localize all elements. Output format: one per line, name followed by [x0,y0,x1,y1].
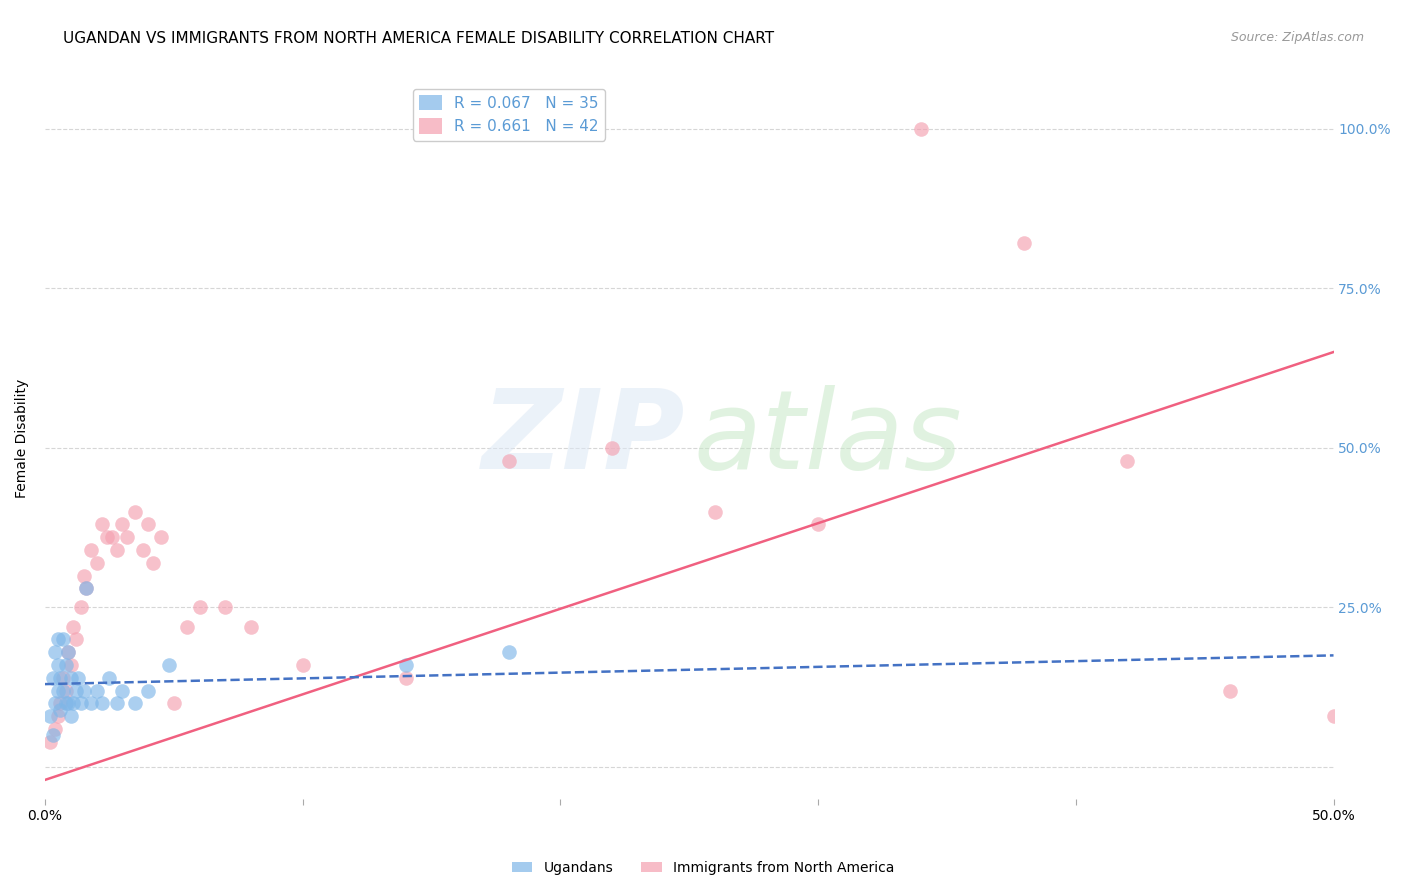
Point [188,600,211,615]
Point [55,683,77,698]
Point [132,543,155,558]
Point [44,696,66,710]
Point [176,620,198,634]
Point [55,657,77,672]
Point [49,703,72,717]
Point [1116,453,1139,467]
Point [52,683,75,698]
Point [44,722,66,736]
Point [80,696,103,710]
Point [124,505,146,519]
Point [62,696,84,710]
Point [1219,683,1241,698]
Point [136,517,159,532]
Point [163,696,186,710]
Point [157,657,180,672]
Point [291,657,314,672]
Point [101,530,124,544]
Point [46,657,69,672]
Point [395,671,418,685]
Point [75,582,97,596]
Point [41,728,63,742]
Point [59,657,82,672]
Point [86,556,108,570]
Point [117,530,139,544]
Point [395,657,418,672]
Text: atlas: atlas [693,384,962,491]
Text: Source: ZipAtlas.com: Source: ZipAtlas.com [1230,31,1364,45]
Point [55,696,77,710]
Point [105,696,128,710]
Point [90,517,112,532]
Point [98,671,121,685]
Point [1012,236,1035,251]
Point [46,683,69,698]
Point [498,453,520,467]
Point [65,632,87,647]
Point [59,671,82,685]
Point [111,517,134,532]
Point [86,683,108,698]
Point [240,620,263,634]
Point [136,683,159,698]
Text: UGANDAN VS IMMIGRANTS FROM NORTH AMERICA FEMALE DISABILITY CORRELATION CHART: UGANDAN VS IMMIGRANTS FROM NORTH AMERICA… [63,31,775,46]
Point [67,671,90,685]
Point [70,696,93,710]
Point [49,671,72,685]
Point [49,696,72,710]
Point [72,683,94,698]
Legend: R = 0.067   N = 35, R = 0.661   N = 42: R = 0.067 N = 35, R = 0.661 N = 42 [413,88,605,141]
Point [39,734,62,748]
Point [72,568,94,582]
Point [105,543,128,558]
Point [44,645,66,659]
Point [149,530,172,544]
Point [59,709,82,723]
Point [498,645,520,659]
Point [46,632,69,647]
Point [142,556,165,570]
Point [52,671,75,685]
Point [56,645,79,659]
Point [46,709,69,723]
Point [1322,709,1344,723]
Point [214,600,236,615]
Point [65,683,87,698]
Point [111,683,134,698]
Y-axis label: Female Disability: Female Disability [15,378,30,498]
Point [600,441,623,455]
Point [70,600,93,615]
Text: ZIP: ZIP [482,384,685,491]
Point [75,582,97,596]
Point [62,620,84,634]
Point [910,121,932,136]
Point [124,696,146,710]
Point [56,696,79,710]
Point [56,645,79,659]
Point [807,517,830,532]
Point [704,505,727,519]
Point [39,709,62,723]
Legend: Ugandans, Immigrants from North America: Ugandans, Immigrants from North America [506,855,900,880]
Point [80,543,103,558]
Point [96,530,118,544]
Point [90,696,112,710]
Point [41,671,63,685]
Point [52,632,75,647]
